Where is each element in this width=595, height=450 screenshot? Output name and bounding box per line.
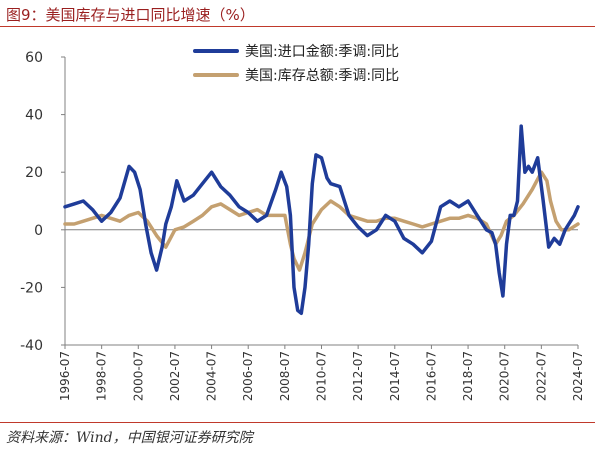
legend-label-2: 美国:库存总额:季调:同比	[245, 68, 399, 84]
page-title: 图9：美国库存与进口同比增速（%）	[6, 6, 255, 24]
legend-label-1: 美国:进口金额:季调:同比	[245, 44, 399, 60]
source-note: 资料来源：Wind，中国银河证券研究院	[6, 430, 253, 446]
y-tick-label: 0	[34, 223, 43, 239]
footer-divider	[0, 422, 595, 423]
x-tick-label: 2008-07	[278, 351, 292, 401]
x-tick-label: 2020-07	[498, 351, 512, 401]
line-chart: -40 -20 0 20 40 60 1996-07 1998-07 2000-07 2002-0…	[20, 44, 585, 401]
chart-series	[63, 124, 580, 316]
y-tick-label: 40	[25, 108, 43, 124]
x-tick-label: 2006-07	[241, 351, 255, 401]
x-tick-label: 2024-07	[571, 351, 585, 401]
series-line-2	[63, 170, 580, 272]
x-tick-label: 2004-07	[205, 351, 219, 401]
y-tick-label: 20	[25, 165, 43, 181]
x-tick-label: 2002-07	[168, 351, 182, 401]
y-tick-label: 60	[25, 50, 43, 66]
y-tick-label: -40	[20, 338, 43, 354]
y-tick-label: -20	[20, 280, 43, 296]
x-tick-label: 2012-07	[351, 351, 365, 401]
series-line-1	[63, 124, 580, 316]
x-tick-label: 2014-07	[388, 351, 402, 401]
x-tick-label: 2016-07	[424, 351, 438, 401]
x-tick-label: 2018-07	[461, 351, 475, 401]
title-divider	[0, 26, 595, 27]
x-tick-label: 1996-07	[58, 351, 72, 401]
x-tick-label: 2022-07	[534, 351, 548, 401]
chart-axes: -40 -20 0 20 40 60 1996-07 1998-07 2000-07 2002-0…	[20, 50, 585, 401]
x-tick-label: 1998-07	[95, 351, 109, 401]
x-tick-label: 2000-07	[131, 351, 145, 401]
x-tick-label: 2010-07	[315, 351, 329, 401]
